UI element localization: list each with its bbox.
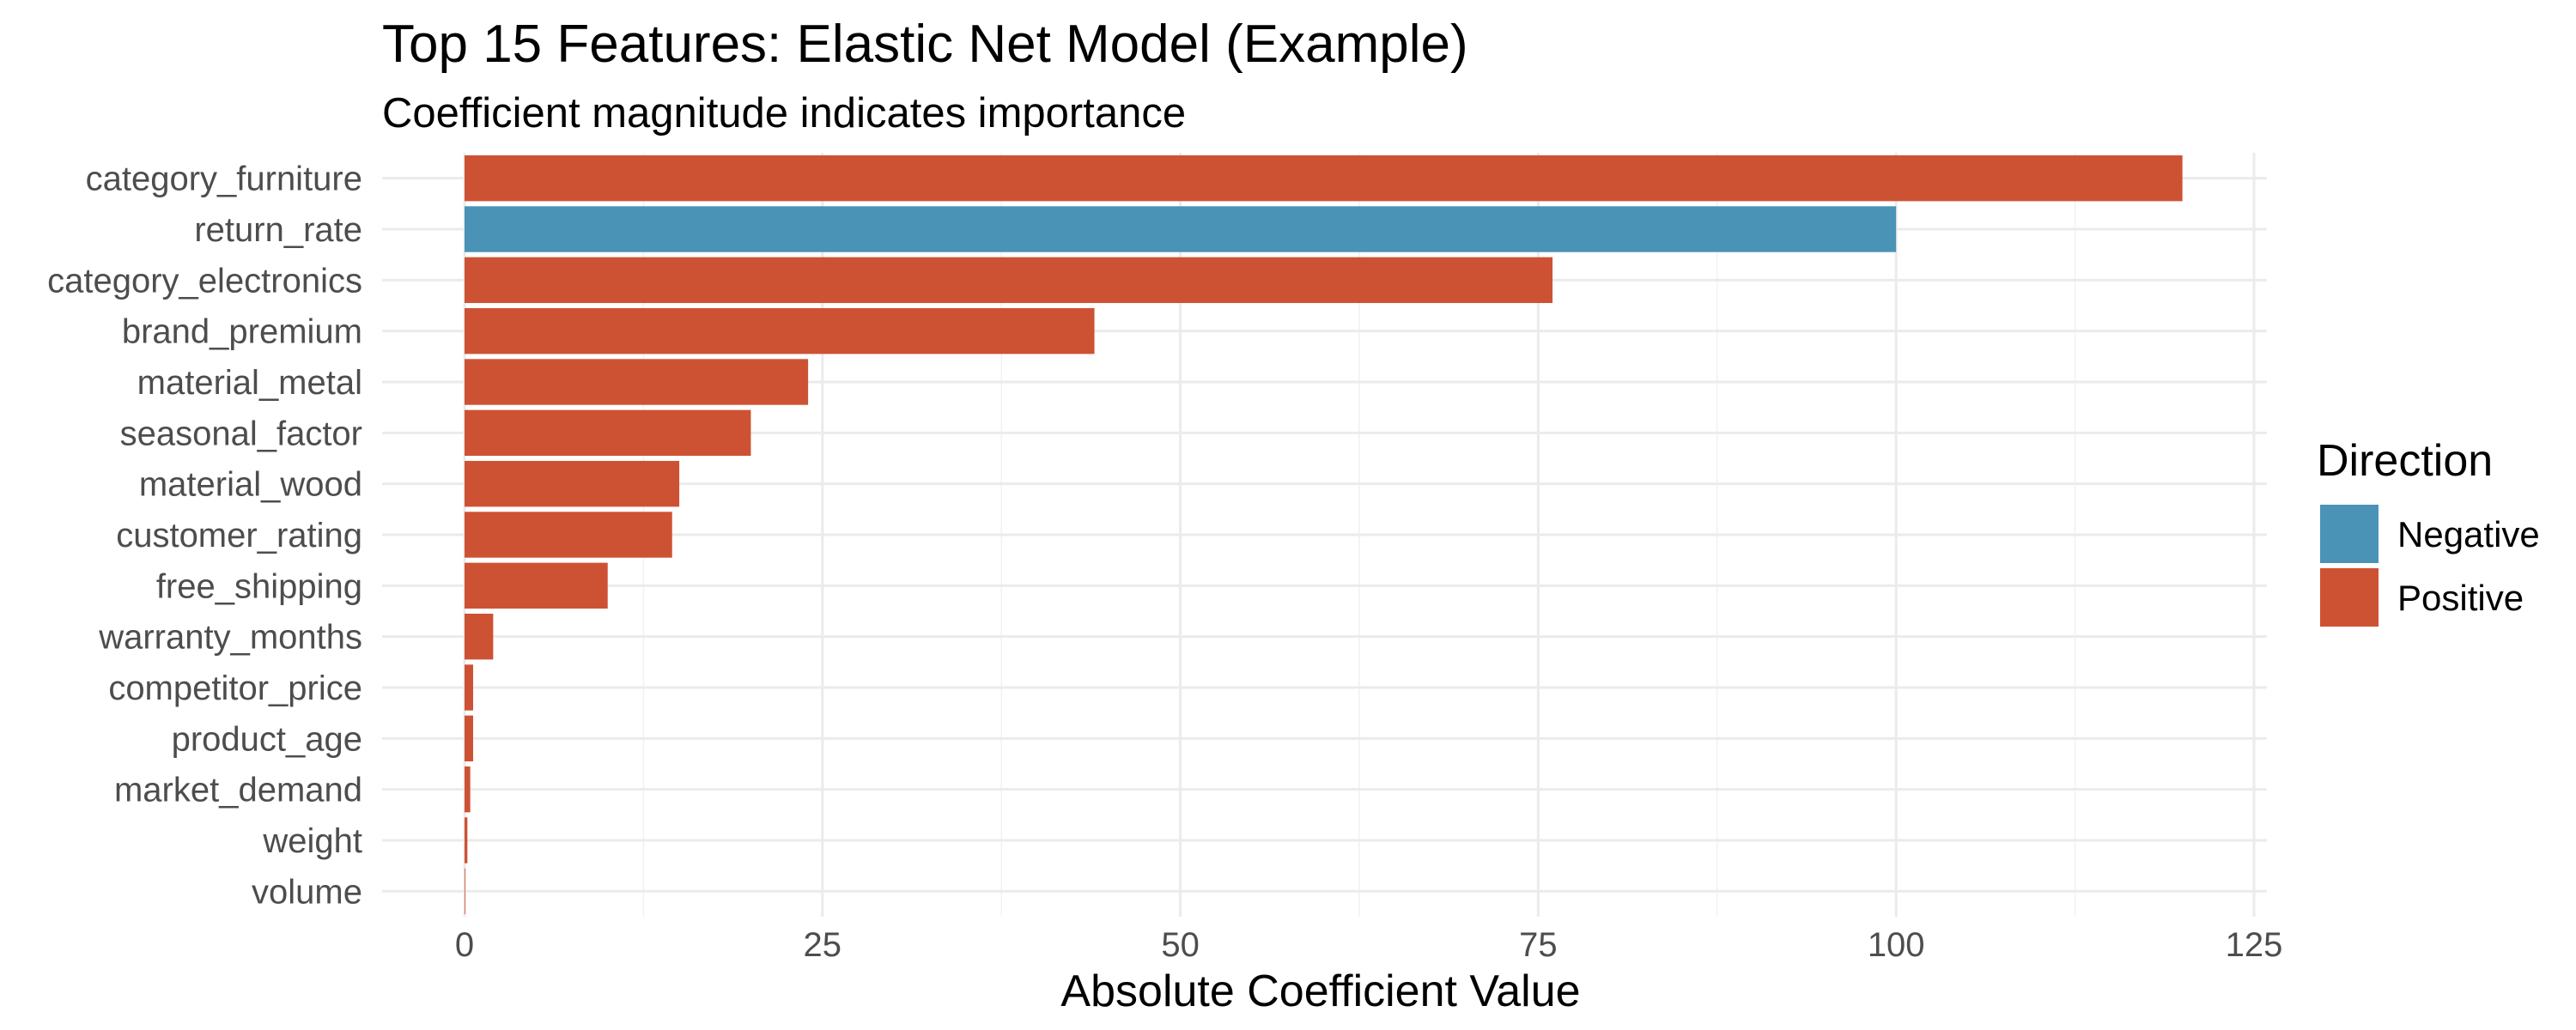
x-tick-label: 100 <box>1868 926 1925 964</box>
y-tick-label: brand_premium <box>122 313 362 351</box>
bar-customer-rating <box>465 512 672 557</box>
x-axis-tick-labels: 0 25 50 75 100 125 <box>455 926 2283 964</box>
y-tick-label: material_wood <box>139 466 362 504</box>
legend-label-positive: Positive <box>2397 578 2524 618</box>
bar-market-demand <box>465 766 471 812</box>
y-tick-label: seasonal_factor <box>120 415 362 452</box>
bar-category-furniture <box>465 155 2183 201</box>
y-tick-label: competitor_price <box>108 670 362 707</box>
bar-category-electronics <box>465 258 1552 303</box>
y-tick-label: category_furniture <box>86 161 362 198</box>
y-tick-label: market_demand <box>114 772 362 809</box>
bar-warranty-months <box>465 614 493 659</box>
bar-material-wood <box>465 461 679 506</box>
legend-label-negative: Negative <box>2397 514 2540 554</box>
bar-material-metal <box>465 359 808 404</box>
bar-competitor-price <box>465 664 473 710</box>
legend-swatch-positive <box>2320 568 2379 627</box>
y-tick-label: product_age <box>172 720 362 758</box>
y-tick-label: customer_rating <box>116 517 362 554</box>
bar-weight <box>465 817 467 863</box>
bar-product-age <box>465 716 473 761</box>
legend-swatch-negative <box>2320 505 2379 563</box>
x-tick-label: 0 <box>455 926 474 964</box>
x-tick-label: 75 <box>1519 926 1558 964</box>
x-axis-label: Absolute Coefficient Value <box>1060 966 1580 1016</box>
y-tick-label: category_electronics <box>47 262 362 300</box>
legend: Direction Negative Positive <box>2317 436 2540 627</box>
bar-seasonal-factor <box>465 410 750 456</box>
y-tick-label: volume <box>252 873 362 911</box>
bar-brand-premium <box>465 308 1095 354</box>
y-tick-label: weight <box>262 822 362 860</box>
bar-free-shipping <box>465 563 608 609</box>
y-tick-label: material_metal <box>137 364 362 402</box>
chart-title: Top 15 Features: Elastic Net Model (Exam… <box>382 15 1468 74</box>
y-tick-label: free_shipping <box>156 567 362 605</box>
y-tick-label: return_rate <box>194 211 362 249</box>
chart-subtitle: Coefficient magnitude indicates importan… <box>382 90 1186 136</box>
x-tick-label: 125 <box>2226 926 2283 964</box>
bar-return-rate <box>465 206 1896 251</box>
x-tick-label: 50 <box>1161 926 1200 964</box>
y-tick-label: warranty_months <box>98 619 362 657</box>
x-tick-label: 25 <box>804 926 842 964</box>
y-axis-tick-labels: category_furniture return_rate category_el… <box>47 161 362 912</box>
legend-title: Direction <box>2317 436 2493 486</box>
